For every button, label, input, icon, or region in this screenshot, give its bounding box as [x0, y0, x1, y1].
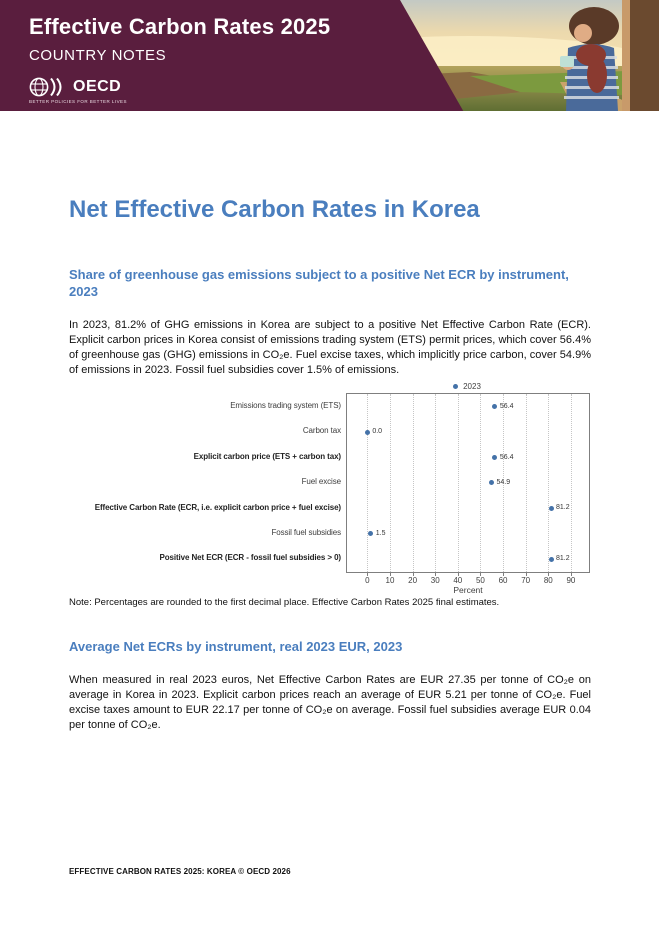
chart-gridline: [367, 394, 369, 572]
x-axis-title-label: Percent: [453, 584, 483, 595]
chart-tick-mark: [570, 572, 572, 576]
chart-gridline: [503, 394, 505, 572]
chart-tick-mark: [548, 572, 550, 576]
report-title: Effective Carbon Rates 2025: [29, 14, 331, 39]
chart-value-label: 81.2: [556, 555, 570, 563]
section2-heading: Average Net ECRs by instrument, real 202…: [69, 639, 403, 654]
header-maroon-band: [0, 0, 464, 111]
chart-value-label: 54.9: [496, 478, 511, 486]
chart-category-label: Carbon tax: [302, 426, 341, 436]
chart-category-label: Fuel excise: [301, 477, 341, 487]
chart-data-dot: [368, 531, 374, 537]
chart-tick-label: 70: [521, 575, 531, 585]
legend-label: 2023: [463, 381, 481, 391]
chart-gridline: [480, 394, 482, 572]
chart-data-dot: [548, 556, 554, 562]
chart-note: Note: Percentages are rounded to the fir…: [69, 597, 500, 608]
chart-value-label: 56.4: [499, 402, 514, 410]
chart-tick-label: 10: [385, 575, 395, 585]
chart-tick-label: 40: [453, 575, 463, 585]
chart-category-label: Explicit carbon price (ETS + carbon tax): [193, 451, 341, 461]
chart-value-label: 56.4: [499, 453, 514, 461]
header: Effective Carbon Rates 2025 COUNTRY NOTE…: [0, 0, 659, 111]
chart-category-labels: Emissions trading system (ETS) Carbon tax…: [66, 393, 346, 573]
section1-paragraph: In 2023, 81.2% of GHG emissions in Korea…: [69, 319, 591, 376]
chart: 2023 Emissions trading system (ETS) Carbo…: [66, 379, 591, 596]
chart-tick-mark: [389, 572, 391, 576]
chart-category-label: Emissions trading system (ETS): [230, 401, 341, 410]
chart-data-dot: [489, 480, 495, 486]
chart-tick-label: 0: [365, 575, 370, 585]
chart-tick-mark: [525, 572, 527, 576]
chart-tick-mark: [367, 572, 369, 576]
chart-value-label: 1.5: [375, 529, 386, 537]
chart-gridline: [525, 394, 527, 572]
report-subtitle: COUNTRY NOTES: [29, 47, 167, 64]
oecd-globe-icon: [29, 77, 62, 97]
legend-dot-icon: [453, 383, 459, 389]
chart-tick-mark: [435, 572, 437, 576]
chart-data-dot: [548, 505, 554, 511]
chart-data-dot: [364, 429, 370, 435]
chart-tick-mark: [480, 572, 482, 576]
chart-legend: 2023: [346, 379, 588, 393]
chart-gridline: [389, 394, 391, 572]
chart-gridline: [548, 394, 550, 572]
chart-x-axis-title: Percent: [66, 585, 591, 596]
oecd-tagline: BETTER POLICIES FOR BETTER LIVES: [29, 99, 127, 104]
chart-data-dot: [492, 404, 498, 410]
chart-x-axis: 0 10 20 30 40 50 60 70 80 90: [66, 572, 591, 585]
chart-gridline: [457, 394, 459, 572]
chart-tick-mark: [503, 572, 505, 576]
chart-category-label: Effective Carbon Rate (ECR, i.e. explici…: [94, 502, 341, 512]
chart-plot: 56.4 0.0 56.4 54.9 81.2 1.5 81.2: [346, 393, 590, 573]
section1-heading: Share of greenhouse gas emissions subjec…: [69, 267, 569, 299]
chart-tick-label: 80: [543, 575, 553, 585]
chart-tick-label: 90: [566, 575, 576, 585]
chart-gridline: [435, 394, 437, 572]
oecd-logo-text: OECD: [73, 78, 122, 95]
chart-gridline: [570, 394, 572, 572]
chart-value-label: 81.2: [556, 504, 570, 512]
chart-tick-label: 30: [430, 575, 440, 585]
page-title: Net Effective Carbon Rates in Korea: [69, 196, 480, 223]
chart-tick-label: 20: [408, 575, 418, 585]
chart-category-label: Positive Net ECR (ECR - fossil fuel subs…: [159, 553, 342, 563]
page-footer: EFFECTIVE CARBON RATES 2025: KOREA © OEC…: [69, 867, 291, 876]
chart-tick-mark: [457, 572, 459, 576]
chart-tick-label: 60: [498, 575, 508, 585]
chart-tick-mark: [412, 572, 414, 576]
chart-gridline: [412, 394, 414, 572]
chart-data-dot: [492, 455, 498, 460]
oecd-logo: OECD BETTER POLICIES FOR BETTER LIVES: [29, 76, 330, 104]
chart-category-label: Fossil fuel subsidies: [271, 527, 342, 537]
section2-paragraph: When measured in real 2023 euros, Net Ef…: [69, 674, 591, 731]
chart-tick-label: 50: [475, 575, 485, 585]
chart-value-label: 0.0: [372, 428, 383, 436]
